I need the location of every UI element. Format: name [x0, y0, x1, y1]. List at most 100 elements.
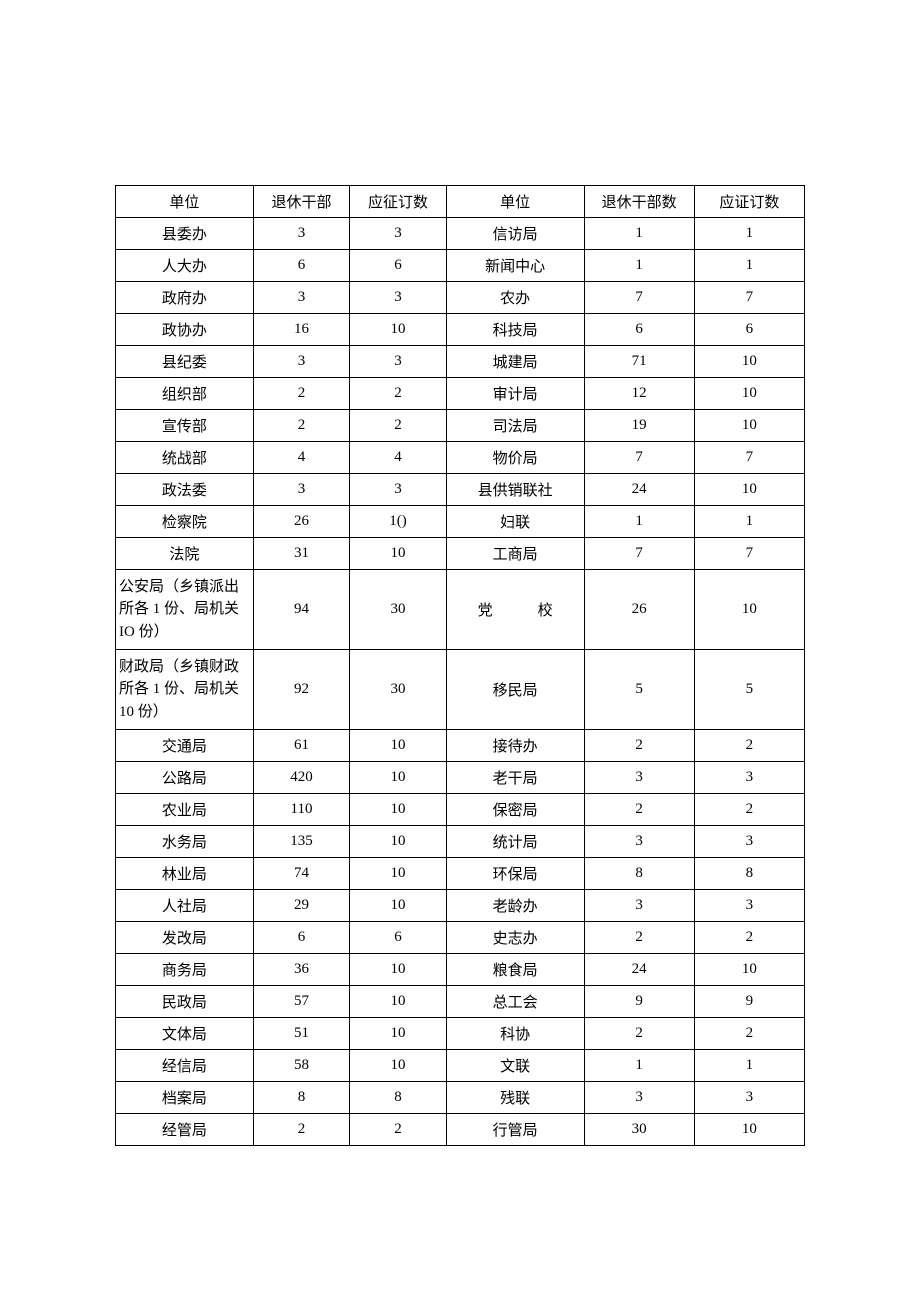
table-row: 商务局3610粮食局2410 — [116, 954, 805, 986]
table-cell: 8 — [584, 858, 694, 890]
table-cell: 10 — [350, 1050, 446, 1082]
table-row: 公路局42010老干局33 — [116, 762, 805, 794]
table-cell: 人大办 — [116, 250, 254, 282]
table-row: 水务局13510统计局33 — [116, 826, 805, 858]
table-cell: 2 — [584, 794, 694, 826]
table-cell: 10 — [350, 986, 446, 1018]
table-row: 文体局5110科协22 — [116, 1018, 805, 1050]
table-cell: 16 — [253, 314, 349, 346]
table-cell: 3 — [584, 826, 694, 858]
table-cell: 档案局 — [116, 1082, 254, 1114]
table-cell: 4 — [253, 442, 349, 474]
table-cell: 新闻中心 — [446, 250, 584, 282]
table-row: 统战部44物价局77 — [116, 442, 805, 474]
table-cell: 10 — [350, 858, 446, 890]
table-cell: 行管局 — [446, 1114, 584, 1146]
table-row: 档案局88残联33 — [116, 1082, 805, 1114]
table-cell: 公路局 — [116, 762, 254, 794]
table-cell: 宣传部 — [116, 410, 254, 442]
table-row: 法院3110工商局77 — [116, 538, 805, 570]
table-cell: 19 — [584, 410, 694, 442]
table-cell: 7 — [584, 538, 694, 570]
header-subscribe-2: 应证订数 — [694, 186, 804, 218]
table-cell: 农办 — [446, 282, 584, 314]
table-cell: 4 — [350, 442, 446, 474]
table-cell: 10 — [350, 314, 446, 346]
table-cell: 3 — [694, 826, 804, 858]
table-cell: 30 — [584, 1114, 694, 1146]
table-cell: 1 — [584, 218, 694, 250]
table-body: 县委办33信访局11人大办66新闻中心11政府办33农办77政协办1610科技局… — [116, 218, 805, 1146]
table-cell: 3 — [350, 218, 446, 250]
table-cell: 8 — [694, 858, 804, 890]
table-cell: 党 校 — [446, 570, 584, 650]
table-cell: 3 — [694, 1082, 804, 1114]
table-cell: 71 — [584, 346, 694, 378]
table-cell: 2 — [253, 410, 349, 442]
table-cell: 保密局 — [446, 794, 584, 826]
table-cell: 6 — [350, 922, 446, 954]
header-retired-1: 退休干部 — [253, 186, 349, 218]
table-row: 县纪委33城建局7110 — [116, 346, 805, 378]
table-cell: 10 — [350, 730, 446, 762]
table-cell: 10 — [350, 954, 446, 986]
table-cell: 水务局 — [116, 826, 254, 858]
table-cell: 1 — [584, 250, 694, 282]
table-cell: 10 — [694, 570, 804, 650]
table-cell: 3 — [350, 346, 446, 378]
table-cell: 残联 — [446, 1082, 584, 1114]
table-row: 财政局（乡镇财政所各 1 份、局机关10 份）9230移民局55 — [116, 650, 805, 730]
table-cell: 7 — [694, 282, 804, 314]
table-row: 县委办33信访局11 — [116, 218, 805, 250]
table-cell: 24 — [584, 954, 694, 986]
table-cell: 法院 — [116, 538, 254, 570]
table-cell: 史志办 — [446, 922, 584, 954]
table-cell: 26 — [584, 570, 694, 650]
table-cell: 检察院 — [116, 506, 254, 538]
table-cell: 6 — [253, 250, 349, 282]
header-row: 单位 退休干部 应征订数 单位 退休干部数 应证订数 — [116, 186, 805, 218]
table-cell: 3 — [584, 1082, 694, 1114]
table-cell: 420 — [253, 762, 349, 794]
table-cell: 妇联 — [446, 506, 584, 538]
table-cell: 9 — [694, 986, 804, 1018]
table-cell: 3 — [350, 474, 446, 506]
table-cell: 10 — [694, 474, 804, 506]
table-cell: 公安局（乡镇派出所各 1 份、局机关IO 份） — [116, 570, 254, 650]
table-cell: 30 — [350, 570, 446, 650]
table-cell: 司法局 — [446, 410, 584, 442]
table-cell: 老干局 — [446, 762, 584, 794]
table-cell: 2 — [694, 1018, 804, 1050]
table-cell: 人社局 — [116, 890, 254, 922]
table-cell: 2 — [584, 1018, 694, 1050]
table-cell: 林业局 — [116, 858, 254, 890]
table-cell: 经信局 — [116, 1050, 254, 1082]
table-row: 人社局2910老龄办33 — [116, 890, 805, 922]
table-cell: 7 — [584, 282, 694, 314]
table-cell: 10 — [350, 1018, 446, 1050]
table-cell: 1 — [694, 250, 804, 282]
table-cell: 组织部 — [116, 378, 254, 410]
table-cell: 交通局 — [116, 730, 254, 762]
table-cell: 城建局 — [446, 346, 584, 378]
table-cell: 110 — [253, 794, 349, 826]
table-cell: 6 — [694, 314, 804, 346]
table-cell: 1 — [694, 218, 804, 250]
table-cell: 2 — [584, 730, 694, 762]
table-cell: 1 — [694, 506, 804, 538]
table-cell: 2 — [350, 1114, 446, 1146]
table-cell: 统战部 — [116, 442, 254, 474]
table-cell: 科技局 — [446, 314, 584, 346]
table-cell: 9 — [584, 986, 694, 1018]
table-cell: 商务局 — [116, 954, 254, 986]
table-cell: 县供销联社 — [446, 474, 584, 506]
table-row: 政协办1610科技局66 — [116, 314, 805, 346]
table-cell: 7 — [694, 538, 804, 570]
data-table: 单位 退休干部 应征订数 单位 退休干部数 应证订数 县委办33信访局11人大办… — [115, 185, 805, 1146]
table-cell: 31 — [253, 538, 349, 570]
table-cell: 6 — [253, 922, 349, 954]
table-cell: 7 — [584, 442, 694, 474]
table-row: 民政局5710总工会99 — [116, 986, 805, 1018]
table-cell: 接待办 — [446, 730, 584, 762]
header-subscribe-1: 应征订数 — [350, 186, 446, 218]
